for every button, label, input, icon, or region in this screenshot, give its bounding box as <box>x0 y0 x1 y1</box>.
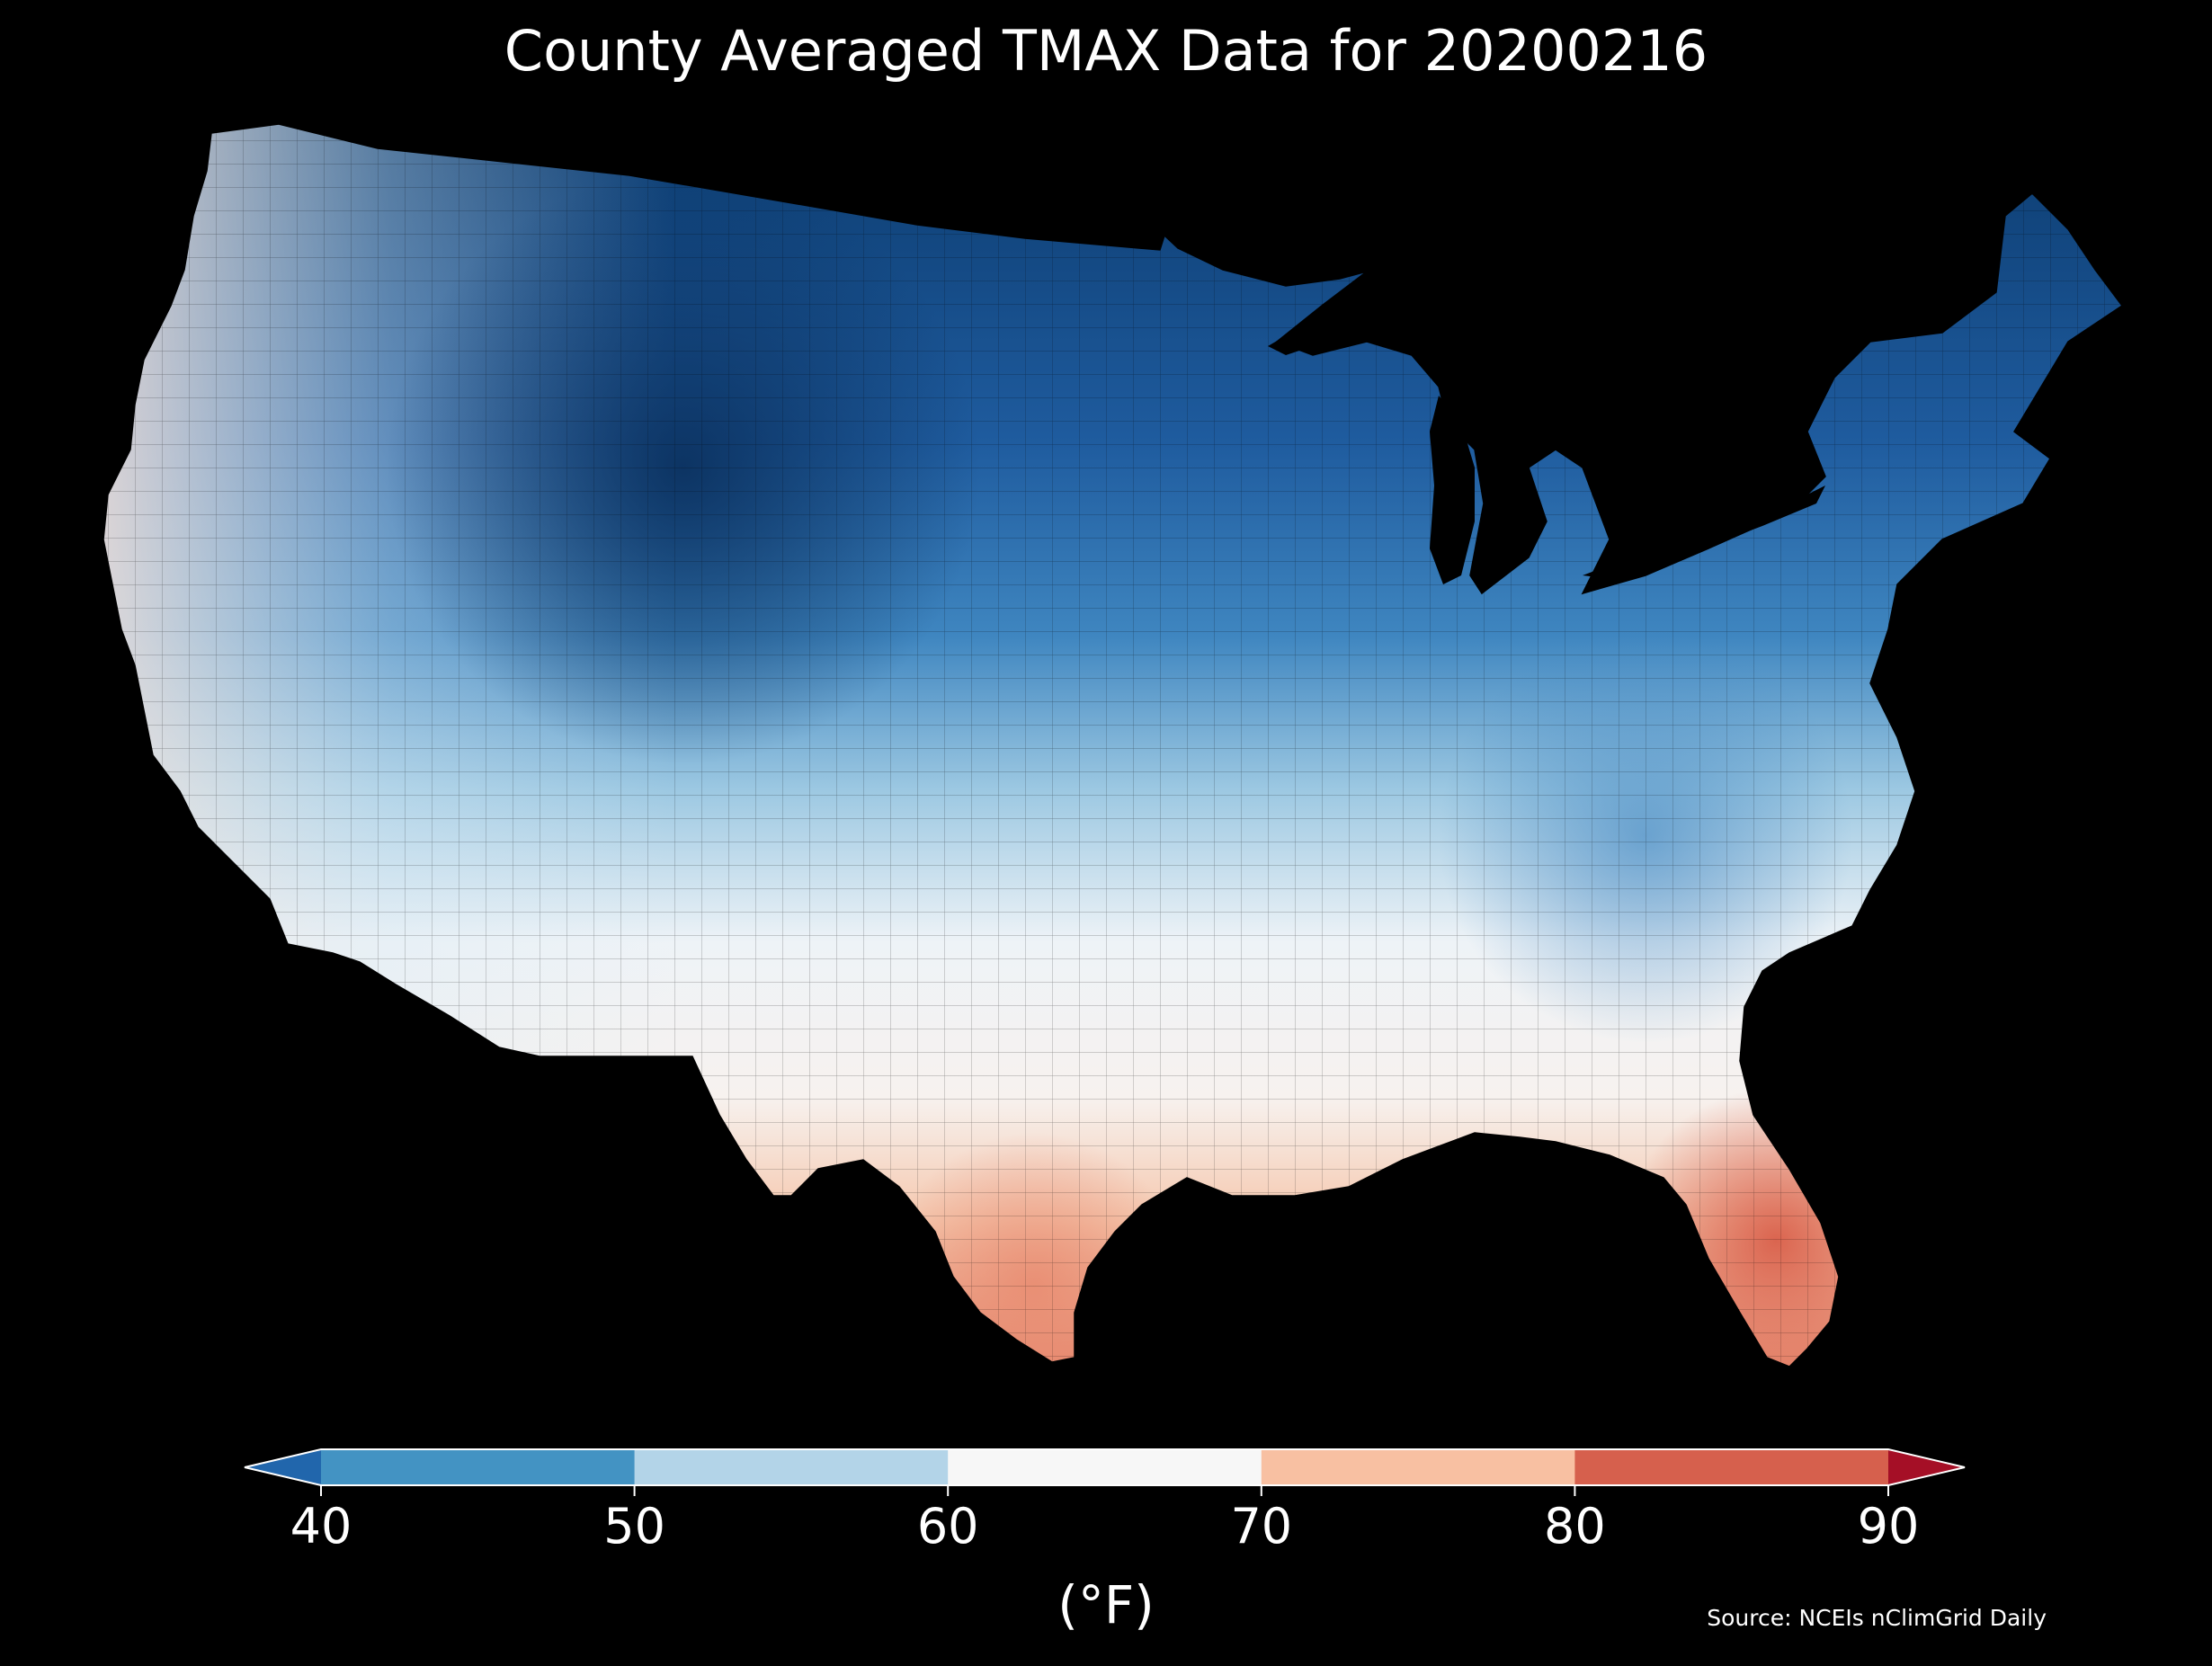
colorbar-tick-label: 40 <box>290 1498 352 1555</box>
colorbar-bin <box>321 1449 636 1485</box>
lake-erie-ontario <box>1583 486 1825 580</box>
lake-michigan <box>1430 396 1475 584</box>
colorbar-tick-label: 60 <box>917 1498 979 1555</box>
source-note: Source: NCEIs nClimGrid Daily <box>1707 1605 2047 1631</box>
colorbar-tick-label: 70 <box>1230 1498 1292 1555</box>
lake-superior <box>1268 286 1376 355</box>
colorbar-tick-label: 80 <box>1544 1498 1606 1555</box>
colorbar-unit-label: (°F) <box>1057 1574 1155 1635</box>
colorbar-bin <box>948 1449 1262 1485</box>
chart-title: County Averaged TMAX Data for 20200216 <box>504 18 1708 84</box>
colorbar-bin <box>1261 1449 1575 1485</box>
colorbar-extend-low <box>245 1449 321 1485</box>
us-outline <box>103 123 2124 1368</box>
colorbar-tick-label: 50 <box>603 1498 665 1555</box>
colorbar-bin <box>1574 1449 1889 1485</box>
colorbar-bin <box>634 1449 949 1485</box>
colorbar-extend-high <box>1888 1449 1965 1485</box>
colorbar <box>244 1448 1966 1486</box>
colorbar-tick-label: 90 <box>1858 1498 1920 1555</box>
colorbar-ticks: 40 50 60 70 80 90 <box>290 1485 1920 1555</box>
